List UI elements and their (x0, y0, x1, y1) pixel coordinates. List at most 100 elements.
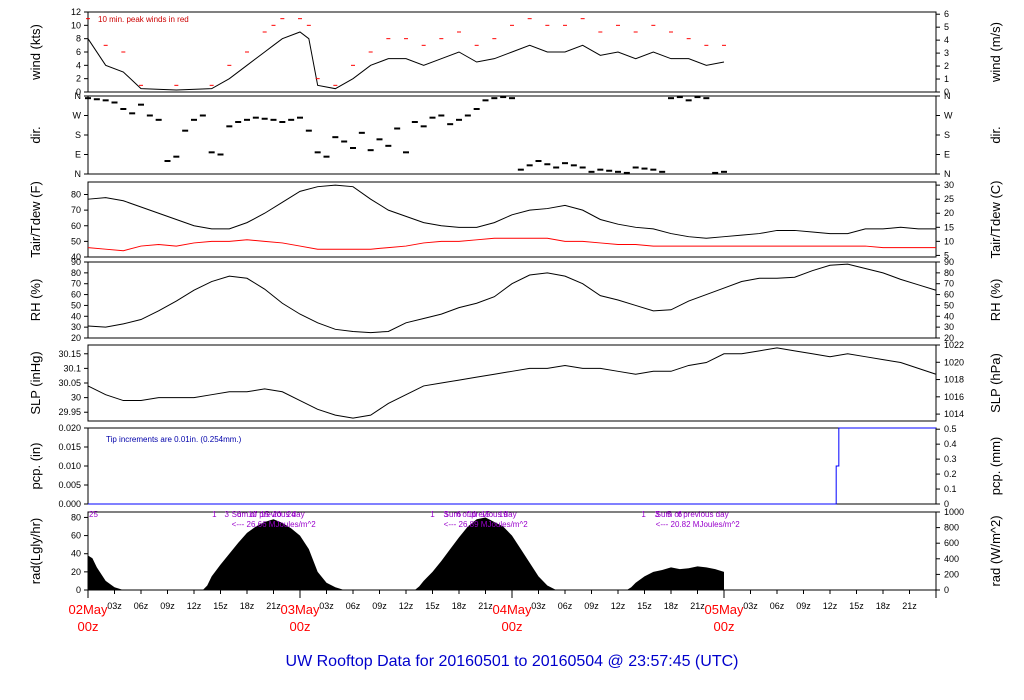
y-tick-label: 40 (71, 549, 81, 559)
y2-tick-label: 800 (944, 523, 959, 533)
panel-temp: 405060708051015202530Tair/Tdew (F) Tair/T… (28, 180, 1003, 262)
y2-axis-label: SLP (hPa) (988, 353, 1003, 413)
dir-point (253, 117, 259, 119)
x-tick-label: 09z (796, 601, 811, 611)
dir-point (430, 117, 436, 119)
rad-hour-mark: 10 (468, 510, 477, 519)
dir-point (218, 154, 224, 156)
y-axis-label: RH (%) (28, 279, 43, 322)
y2-tick-label: 1016 (944, 392, 964, 402)
dir-point (438, 115, 444, 117)
y-tick-label: 70 (71, 279, 81, 289)
y2-tick-label: 1018 (944, 375, 964, 385)
dir-point (165, 160, 171, 162)
rad-hour-mark: 20 (273, 510, 282, 519)
x-tick-label: 06z (770, 601, 785, 611)
dir-point (350, 147, 356, 149)
dir-point (465, 115, 471, 117)
y2-axis-label: dir. (988, 126, 1003, 143)
x-tick-label: 03z (743, 601, 758, 611)
x-tick-label: 18z (452, 601, 467, 611)
y-tick-label: 0.020 (58, 423, 81, 433)
y2-tick-label: 30 (944, 180, 954, 190)
dir-point (368, 149, 374, 151)
y2-axis-label: RH (%) (988, 279, 1003, 322)
dir-point (606, 170, 612, 172)
y-tick-label: 0.005 (58, 480, 81, 490)
y2-tick-label: 0.3 (944, 454, 957, 464)
y-tick-label: W (73, 111, 82, 121)
x-tick-label: 15z (637, 601, 652, 611)
rad-hour-mark: 1 (212, 510, 217, 519)
x-tick-label: 06z (558, 601, 573, 611)
dir-point (173, 156, 179, 158)
y2-tick-label: 0 (944, 585, 949, 595)
y-tick-label: 90 (71, 257, 81, 267)
x-tick-label: 09z (372, 601, 387, 611)
x-tick-label: 09z (160, 601, 175, 611)
x-tick-label: 12z (823, 601, 838, 611)
rad-hour-mark: 15 (260, 510, 269, 519)
y2-tick-label: 25 (944, 194, 954, 204)
dir-point (332, 136, 338, 138)
y2-tick-label: 5 (944, 22, 949, 32)
y-axis-label: dir. (28, 126, 43, 143)
y-axis-label: rad(Lgly/hr) (28, 518, 43, 584)
dir-point (668, 97, 674, 99)
rad-hour-mark: 24 (287, 510, 296, 519)
series-SLP (88, 348, 936, 418)
dir-point (659, 171, 665, 173)
y2-tick-label: 50 (944, 300, 954, 310)
y-tick-label: 20 (71, 567, 81, 577)
dir-point (580, 167, 586, 169)
x-tick-label: 12z (187, 601, 202, 611)
y-tick-label: 8 (76, 34, 81, 44)
dir-point (589, 171, 595, 173)
y2-tick-label: W (944, 111, 953, 121)
y2-tick-label: 6 (944, 9, 949, 19)
dir-point (306, 130, 312, 132)
dir-point (244, 119, 250, 121)
dir-point (235, 121, 241, 123)
y-tick-label: 80 (71, 268, 81, 278)
dir-point (147, 115, 153, 117)
y-tick-label: 4 (76, 60, 81, 70)
y2-tick-label: N (944, 91, 951, 101)
series-Tair (88, 185, 936, 238)
y-tick-label: 60 (71, 531, 81, 541)
dir-point (262, 118, 268, 120)
dir-point (553, 167, 559, 169)
y2-tick-label: 1000 (944, 507, 964, 517)
dir-point (695, 96, 701, 98)
dir-point (120, 108, 126, 110)
dir-point (491, 97, 497, 99)
y2-tick-label: 0.4 (944, 439, 957, 449)
x-date-z-label: 00z (290, 619, 311, 634)
dir-point (624, 172, 630, 174)
x-tick-label: 03z (107, 601, 122, 611)
dir-point (615, 171, 621, 173)
x-tick-label: 21z (478, 601, 493, 611)
rad-note: <--- 26.66 MJoules/m^2 (232, 520, 317, 529)
dir-point (385, 145, 391, 147)
dir-point (721, 171, 727, 173)
y-tick-label: 30.1 (63, 363, 81, 373)
y-tick-label: 0.015 (58, 442, 81, 452)
panel-slp: 29.95 30 30.05 30.1 30.15 1014 1016 1018 1020 102… (28, 340, 1003, 421)
dir-point (271, 119, 277, 121)
y2-axis-label: wind (m/s) (988, 22, 1003, 83)
dir-point (279, 121, 285, 123)
y2-tick-label: 80 (944, 268, 954, 278)
y2-tick-label: 70 (944, 279, 954, 289)
dir-point (483, 99, 489, 101)
x-date-label: 04May (492, 602, 532, 617)
y-tick-label: 0 (76, 585, 81, 595)
dir-point (633, 167, 639, 169)
y-tick-label: 10 (71, 20, 81, 30)
x-tick-label: 03z (319, 601, 334, 611)
y-tick-label: 60 (71, 290, 81, 300)
y-tick-label: 6 (76, 47, 81, 57)
